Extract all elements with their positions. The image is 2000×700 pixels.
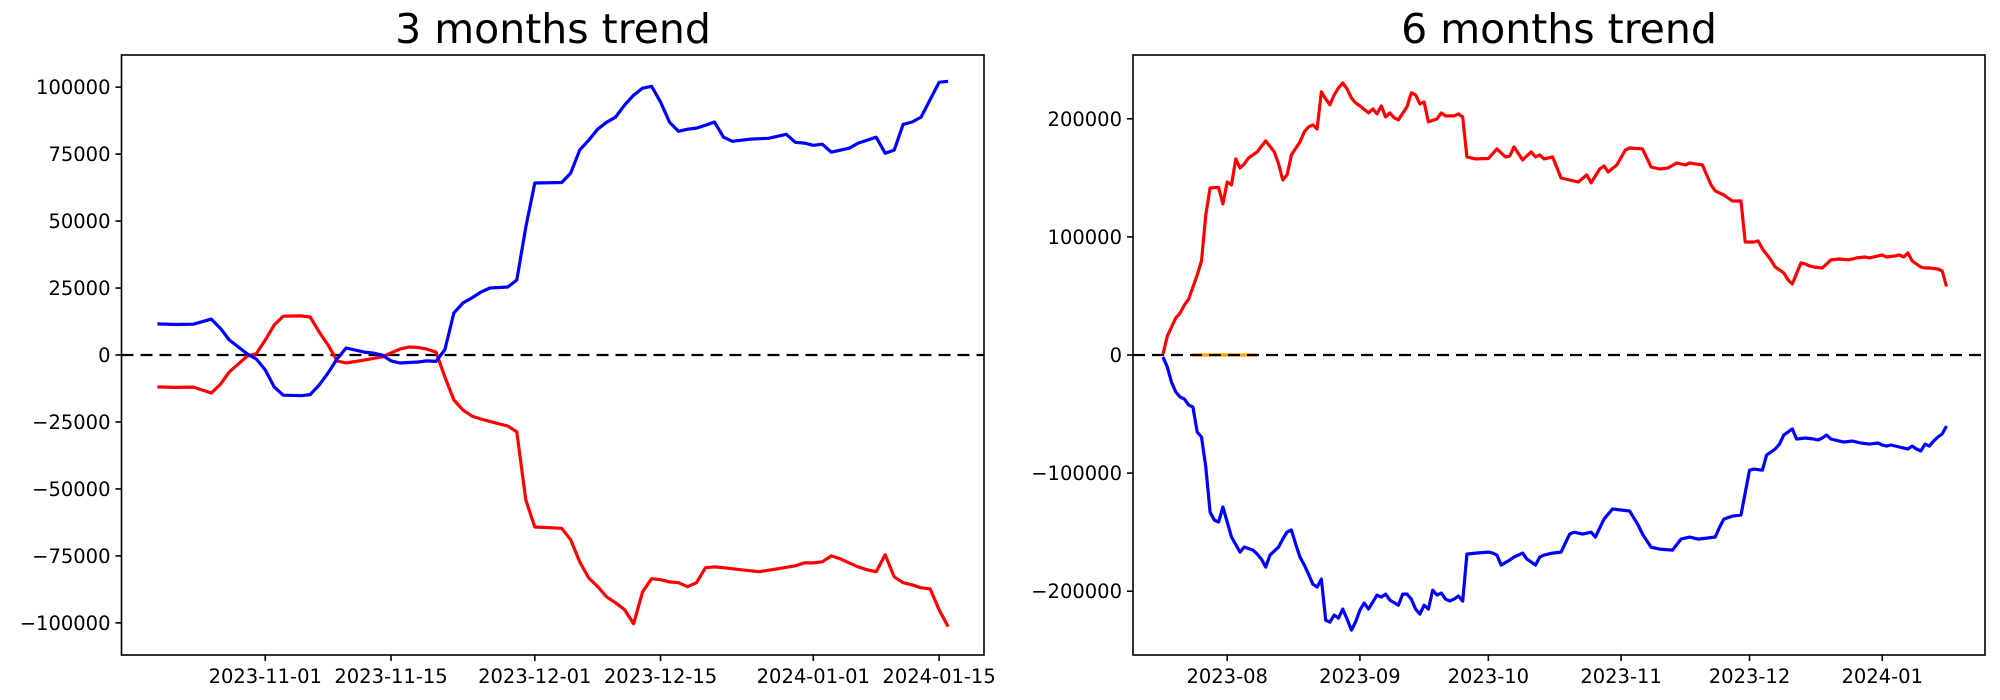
x-tick-label: 2024-01-15 [882, 665, 995, 688]
y-tick-label: 100000 [36, 76, 110, 99]
y-tick-label: 200000 [1048, 108, 1122, 131]
y-tick-label: −25000 [32, 411, 110, 434]
x-tick-label: 2023-09 [1319, 665, 1400, 688]
right-chart-series-negative-trend-blue [1161, 356, 1948, 632]
x-tick-label: 2023-12-01 [478, 665, 591, 688]
right-chart-spines [1132, 54, 1986, 656]
left-chart-title: 3 months trend [395, 5, 711, 53]
x-tick-label: 2023-08 [1186, 665, 1267, 688]
x-tick-label: 2023-12 [1709, 665, 1790, 688]
y-tick-label: 0 [98, 344, 110, 367]
x-tick-label: 2023-11 [1580, 665, 1661, 688]
x-tick-label: 2024-01 [1842, 665, 1923, 688]
y-tick-label: −75000 [32, 545, 110, 568]
y-tick-label: −50000 [32, 478, 110, 501]
x-tick-label: 2023-12-15 [604, 665, 717, 688]
x-tick-label: 2023-10 [1448, 665, 1529, 688]
left-chart-series-positive-trend-blue [157, 79, 949, 398]
y-tick-label: 50000 [48, 210, 110, 233]
y-tick-label: −200000 [1031, 580, 1122, 603]
left-chart-spines [120, 54, 985, 656]
y-tick-label: 0 [1110, 344, 1122, 367]
right-chart-title: 6 months trend [1401, 5, 1717, 53]
left-chart-series-negative-trend-red [157, 314, 950, 628]
x-tick-label: 2024-01-01 [757, 665, 870, 688]
right-chart-plot: 200000 100000 0 −100000 −200000 2023-08 2023-0… [1031, 54, 1986, 688]
right-chart-series-positive-trend-red [1161, 81, 1949, 355]
y-tick-label: −100000 [1031, 462, 1122, 485]
y-tick-label: 25000 [48, 277, 110, 300]
y-tick-label: 75000 [48, 143, 110, 166]
left-chart-plot: 100000 75000 50000 25000 0 −25000 −50000 −75000… [20, 54, 996, 688]
x-tick-label: 2023-11-15 [334, 665, 447, 688]
y-tick-label: 100000 [1048, 226, 1122, 249]
x-tick-label: 2023-11-01 [209, 665, 322, 688]
y-tick-label: −100000 [20, 612, 111, 635]
